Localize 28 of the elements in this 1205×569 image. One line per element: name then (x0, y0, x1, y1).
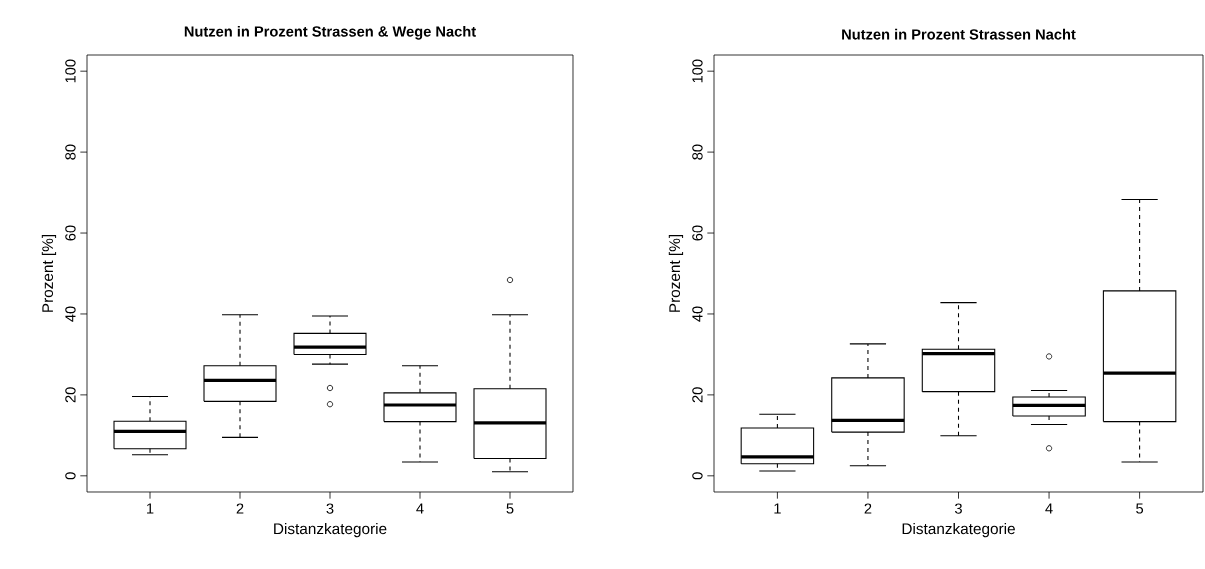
chart-title: Nutzen in Prozent Strassen & Wege Nacht (184, 25, 476, 40)
x-tick-label: 4 (416, 503, 424, 514)
x-tick-label: 2 (236, 503, 244, 514)
y-tick-label: 40 (692, 306, 703, 322)
y-tick-label: 20 (65, 387, 76, 403)
x-tick-label: 4 (1045, 503, 1053, 514)
x-axis-title: Distanzkategorie (274, 522, 387, 538)
y-axis-title: Prozent [%] (41, 234, 57, 312)
chart-title: Nutzen in Prozent Strassen Nacht (842, 28, 1076, 40)
x-tick-label: 3 (326, 503, 334, 514)
x-axis-title: Distanzkategorie (902, 522, 1015, 538)
y-tick-label: 80 (65, 144, 76, 160)
x-tick-label: 2 (864, 503, 872, 514)
y-tick-label: 100 (65, 59, 76, 83)
y-axis-title: Prozent [%] (668, 234, 684, 312)
x-tick-label: 1 (147, 503, 154, 514)
x-tick-label: 1 (774, 503, 781, 514)
x-tick-label: 5 (1136, 503, 1144, 514)
y-tick-label: 80 (692, 144, 703, 160)
x-tick-label: 5 (506, 503, 514, 514)
y-tick-label: 100 (692, 59, 703, 83)
y-tick-label: 20 (692, 387, 703, 403)
x-tick-label: 3 (954, 503, 962, 514)
y-tick-label: 0 (65, 472, 76, 480)
y-tick-label: 0 (692, 472, 703, 480)
y-tick-label: 60 (692, 225, 703, 241)
y-tick-label: 40 (65, 306, 76, 322)
y-tick-label: 60 (65, 225, 76, 241)
